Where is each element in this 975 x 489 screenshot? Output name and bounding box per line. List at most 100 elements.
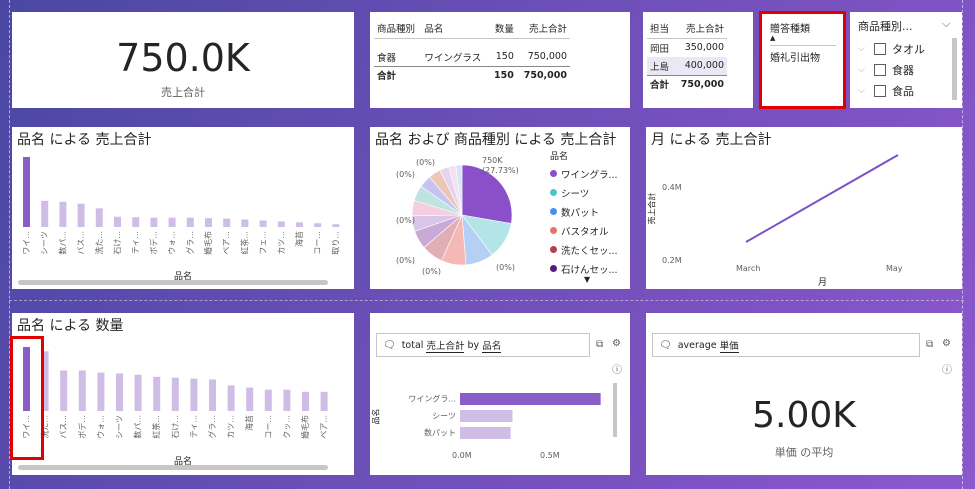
slicer-item-tableware[interactable]: ⌵ 食器 [858, 59, 948, 80]
table-cell: 400,000 [684, 60, 724, 72]
legend-item[interactable]: 洗たくセッ... [550, 240, 628, 259]
bar[interactable] [460, 393, 601, 405]
bar[interactable] [186, 217, 194, 227]
transform-icon[interactable]: ⧉ [926, 339, 934, 350]
table-row[interactable]: 岡田 350,000 [647, 38, 727, 57]
sort-up-icon[interactable]: ▲ [770, 34, 776, 42]
slicer-item-food[interactable]: ⌵ 食品 [858, 80, 948, 101]
table-header[interactable]: 商品種別 [377, 23, 416, 35]
bar[interactable] [95, 208, 103, 227]
chevron-down-icon[interactable]: ⌵ [858, 64, 865, 75]
x-tick: 洗た... [40, 415, 50, 439]
bar[interactable] [168, 217, 176, 227]
transform-icon[interactable]: ⧉ [596, 339, 604, 350]
scrollbar[interactable] [613, 383, 617, 437]
bar[interactable] [41, 200, 49, 227]
qa-card-price[interactable]: 🗨 average 単価 ⧉ ⚙ ⓘ 5.00K 単価 の平均 [646, 313, 962, 475]
bar[interactable] [209, 379, 216, 411]
x-tick: ティ... [131, 231, 140, 254]
bar[interactable] [190, 378, 198, 411]
bar[interactable] [132, 217, 140, 227]
chart-card-month[interactable]: 月 による 売上合計 0.4M 0.2M March May 月 売上合計 [646, 127, 962, 289]
chart-card-pie[interactable]: 品名 および 商品種別 による 売上合計 750K (27.73%) (0%) … [370, 127, 630, 289]
bar[interactable] [23, 157, 30, 227]
bar[interactable] [460, 410, 513, 422]
table-header[interactable]: 売上合計 [528, 23, 567, 35]
checkbox[interactable] [874, 63, 886, 76]
bar[interactable] [320, 391, 328, 411]
qa-card-sales[interactable]: 🗨 total 売上合計 by 品名 ⧉ ⚙ ⓘ ワイングラ... シーツ 数パット… [370, 313, 630, 475]
bar[interactable] [150, 217, 158, 227]
bar[interactable] [223, 218, 231, 227]
chart-card-qty-by-item[interactable]: 品名 による 数量 ワイ... 洗た... バス... ボデ... ウォ... シーツ 数パ… [12, 313, 354, 475]
slicer-category[interactable]: 商品種別... ⌵ ⌵ タオル ⌵ 食器 ⌵ 食品 [850, 12, 962, 108]
bar[interactable] [460, 427, 511, 439]
bar[interactable] [264, 389, 272, 411]
bar[interactable] [78, 370, 86, 411]
bar[interactable] [283, 389, 291, 411]
kpi-card-sales[interactable]: 750.0K 売上合計 [12, 12, 354, 108]
checkbox[interactable] [874, 42, 886, 55]
bar[interactable] [59, 201, 67, 227]
pie-slice[interactable] [455, 164, 463, 216]
legend-item[interactable]: シーツ [550, 183, 628, 202]
legend-item[interactable]: 数パット [550, 202, 628, 221]
bar[interactable] [302, 391, 309, 411]
bar[interactable] [97, 372, 105, 411]
slicer-item[interactable]: 婚礼引出物 [770, 53, 820, 64]
table-header[interactable]: 数量 [494, 23, 514, 35]
bar[interactable] [41, 351, 49, 411]
info-icon[interactable]: ⓘ [942, 365, 952, 376]
table-header[interactable]: 売上合計 [685, 23, 724, 35]
x-axis-title: 品名 [173, 457, 192, 467]
chevron-down-icon[interactable]: ⌵ [858, 43, 865, 54]
bar[interactable] [171, 377, 179, 411]
table-header[interactable]: 担当 [650, 23, 670, 35]
gear-icon[interactable]: ⚙ [942, 338, 951, 349]
x-tick: May [886, 264, 903, 273]
table-card-staff[interactable]: 担当 売上合計 岡田 350,000 上島 400,000 合計 750,000 [643, 12, 753, 108]
checkbox[interactable] [874, 84, 886, 97]
legend-item[interactable]: ワイングラ... [550, 164, 628, 183]
bar[interactable] [60, 370, 68, 411]
bar[interactable] [153, 376, 161, 411]
qa-input[interactable]: 🗨 average 単価 [652, 333, 920, 357]
x-tick: バス... [77, 231, 86, 255]
bar[interactable] [296, 222, 303, 227]
scrollbar[interactable] [952, 38, 957, 100]
table-header[interactable]: 品名 [424, 23, 444, 35]
chart-card-sales-by-item[interactable]: 品名 による 売上合計 ワイ... シーツ 数パ... バス... 洗た... 石け...… [12, 127, 354, 289]
bar[interactable] [246, 387, 254, 411]
x-tick: カツ... [227, 415, 236, 439]
bar[interactable] [23, 347, 30, 411]
bar[interactable] [205, 218, 212, 227]
slicer-gift-type[interactable]: 贈答種類 ▲ 婚礼引出物 [760, 12, 844, 108]
qa-input[interactable]: 🗨 total 売上合計 by 品名 [376, 333, 590, 357]
x-tick: クッ... [282, 415, 291, 439]
table-row[interactable]: 上島 400,000 [647, 57, 727, 75]
bar[interactable] [314, 223, 322, 227]
scroll-down-icon[interactable]: ▼ [584, 275, 591, 284]
gear-icon[interactable]: ⚙ [612, 338, 621, 349]
bar[interactable] [241, 219, 249, 227]
bar[interactable] [332, 224, 340, 227]
scrollbar[interactable] [18, 280, 328, 285]
table-row[interactable]: 食器 ワイングラス 150 750,000 [374, 48, 570, 66]
bar[interactable] [134, 374, 142, 411]
legend-item[interactable]: バスタオル [550, 221, 628, 240]
pie-slice[interactable] [461, 164, 513, 224]
legend-item[interactable]: 石けんセッ... [550, 259, 628, 278]
table-card-items[interactable]: 商品種別 品名 数量 売上合計 食器 ワイングラス 150 750,000 合計… [370, 12, 630, 108]
bar[interactable] [227, 385, 235, 411]
bar[interactable] [277, 221, 285, 227]
chevron-down-icon[interactable]: ⌵ [942, 17, 951, 30]
bar[interactable] [77, 203, 85, 227]
info-icon[interactable]: ⓘ [612, 365, 622, 376]
bar[interactable] [259, 220, 267, 227]
legend-label: シーツ [561, 188, 590, 200]
bar[interactable] [116, 373, 123, 411]
scrollbar[interactable] [18, 465, 328, 470]
chevron-down-icon[interactable]: ⌵ [858, 85, 865, 96]
slicer-item-towel[interactable]: ⌵ タオル [858, 38, 948, 59]
bar[interactable] [114, 216, 121, 227]
